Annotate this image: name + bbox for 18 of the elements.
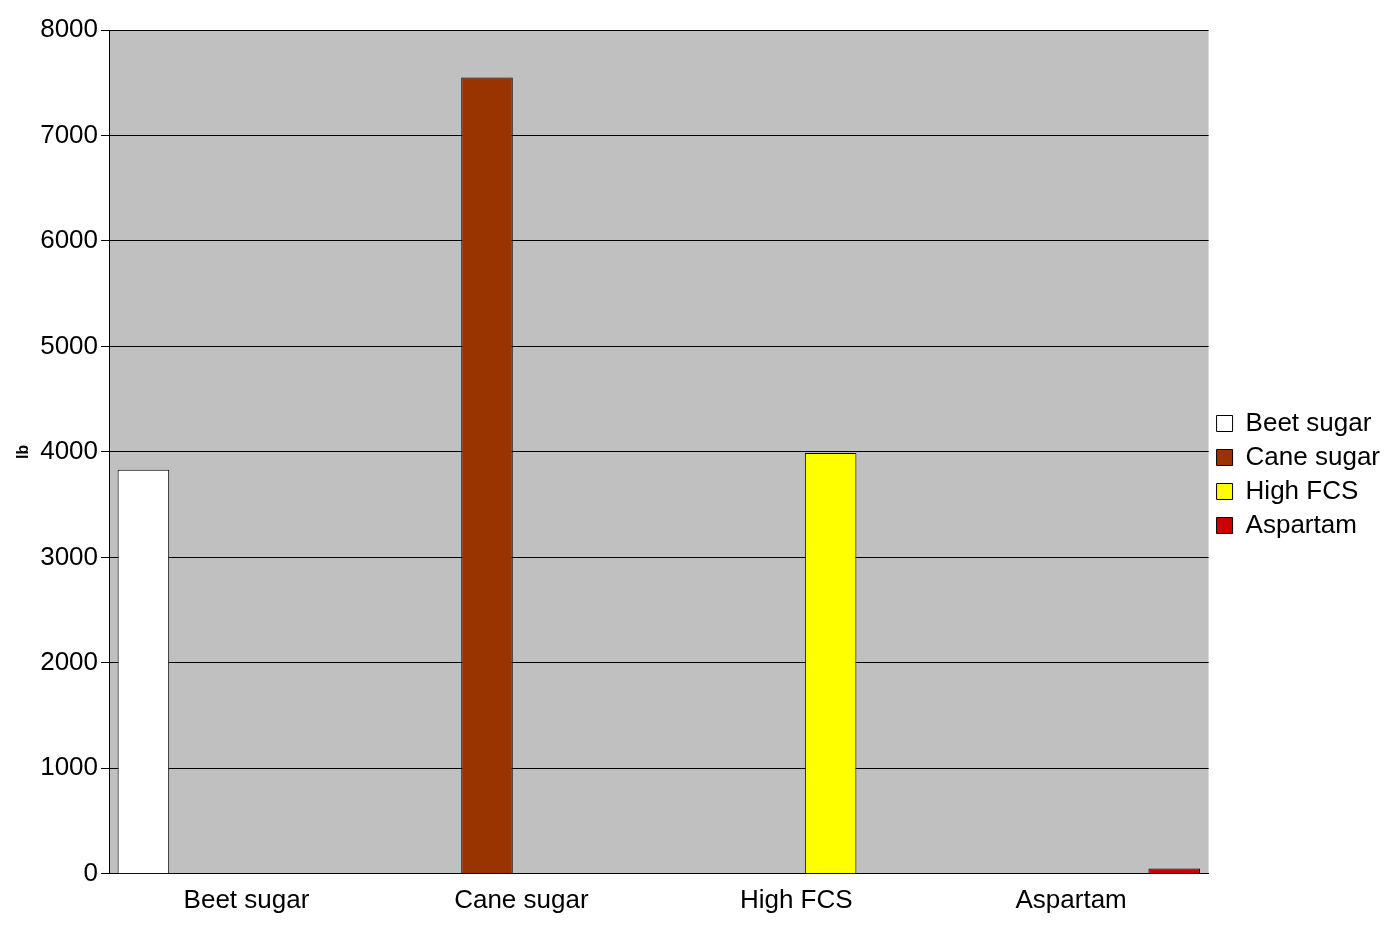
legend-label: Aspartam	[1245, 508, 1357, 539]
y-tick-label: 8000	[40, 13, 99, 44]
x-tick-label: High FCS	[739, 883, 853, 914]
y-tick-label: 4000	[40, 435, 99, 466]
x-tick-label: Cane sugar	[454, 883, 589, 914]
y-tick-label: 6000	[40, 224, 99, 255]
x-tick-label: Beet sugar	[183, 883, 310, 914]
y-axis-title: lb	[14, 444, 32, 460]
legend-label: High FCS	[1245, 474, 1359, 505]
y-tick-label: 2000	[40, 646, 99, 677]
x-tick-label: Aspartam	[1015, 883, 1127, 914]
y-tick-label: 0	[83, 856, 99, 887]
y-tick-label: 3000	[40, 540, 99, 571]
y-tick-label: 1000	[40, 751, 99, 782]
legend-label: Beet sugar	[1245, 406, 1372, 437]
y-tick-label: 5000	[40, 329, 99, 360]
y-tick-label: 7000	[40, 118, 99, 149]
legend-label: Cane sugar	[1245, 440, 1381, 471]
